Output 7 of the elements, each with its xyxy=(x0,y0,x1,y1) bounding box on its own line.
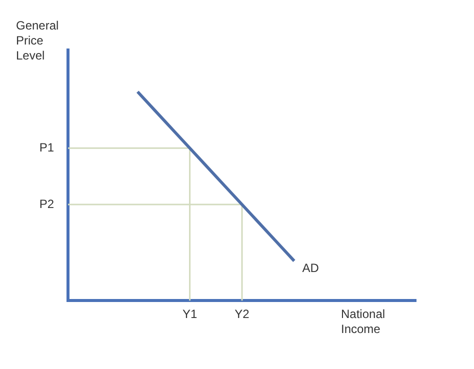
y-axis-title: General Price Level xyxy=(16,18,59,62)
x-axis-title: National Income xyxy=(341,306,386,336)
annotation: AD xyxy=(302,261,320,276)
ref-line-label: P2 xyxy=(39,196,54,211)
text: Y1 xyxy=(182,306,198,321)
text: Y2 xyxy=(234,306,250,321)
ref-line-label: P1 xyxy=(39,140,54,154)
